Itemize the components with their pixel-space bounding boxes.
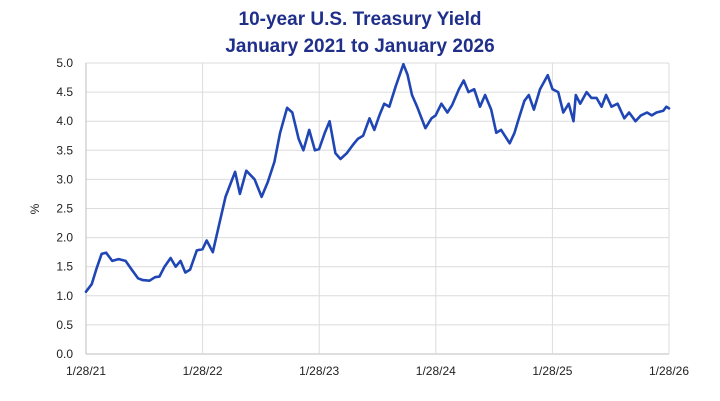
y-tick-label: 1.5 [56, 260, 73, 274]
x-tick-label: 1/28/21 [66, 364, 106, 378]
y-tick-label: 4.5 [56, 85, 73, 99]
y-tick-label: 3.0 [56, 172, 73, 186]
y-tick-label: 2.5 [56, 202, 73, 216]
series-line-0 [84, 62, 671, 293]
y-tick-label: 2.0 [56, 231, 73, 245]
x-tick-labels: 1/28/21 1/28/22 1/28/23 1/28/24 1/28/25 1/28/… [66, 364, 689, 378]
grid [85, 62, 670, 355]
y-tick-label: 0.0 [56, 347, 73, 361]
x-tick-label: 1/28/24 [416, 364, 456, 378]
y-axis-label: % [28, 203, 42, 214]
y-tick-label: 0.5 [56, 318, 73, 332]
x-tick-label: 1/28/23 [299, 364, 339, 378]
x-tick-label: 1/28/22 [183, 364, 223, 378]
y-tick-label: 4.0 [56, 114, 73, 128]
y-tick-label: 1.0 [56, 289, 73, 303]
y-tick-label: 5.0 [56, 56, 73, 70]
x-tick-label: 1/28/25 [532, 364, 572, 378]
x-tick-label: 1/28/26 [649, 364, 689, 378]
y-tick-label: 3.5 [56, 143, 73, 157]
series-layer [84, 62, 671, 293]
chart-title-line-1: 10-year U.S. Treasury Yield [239, 9, 482, 30]
chart-title-line-2: January 2021 to January 2026 [225, 36, 494, 57]
y-tick-labels: 0.0 0.5 1.0 1.5 2.0 2.5 3.0 3.5 4.0 4.5 5.0 [56, 56, 73, 361]
